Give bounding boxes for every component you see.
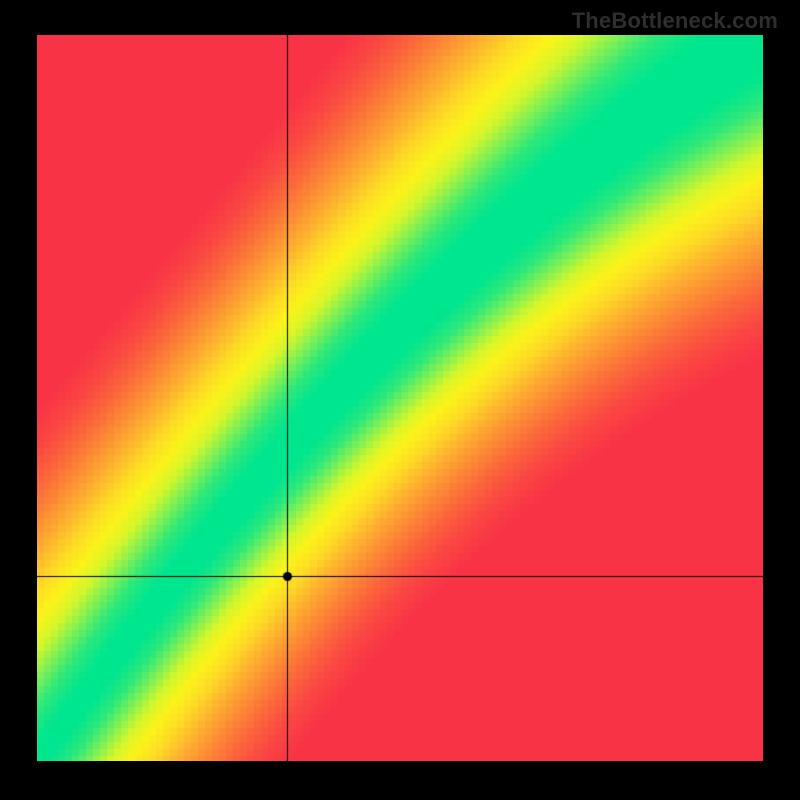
- watermark-text: TheBottleneck.com: [572, 8, 778, 34]
- bottleneck-heatmap: [37, 35, 763, 761]
- chart-container: TheBottleneck.com: [0, 0, 800, 800]
